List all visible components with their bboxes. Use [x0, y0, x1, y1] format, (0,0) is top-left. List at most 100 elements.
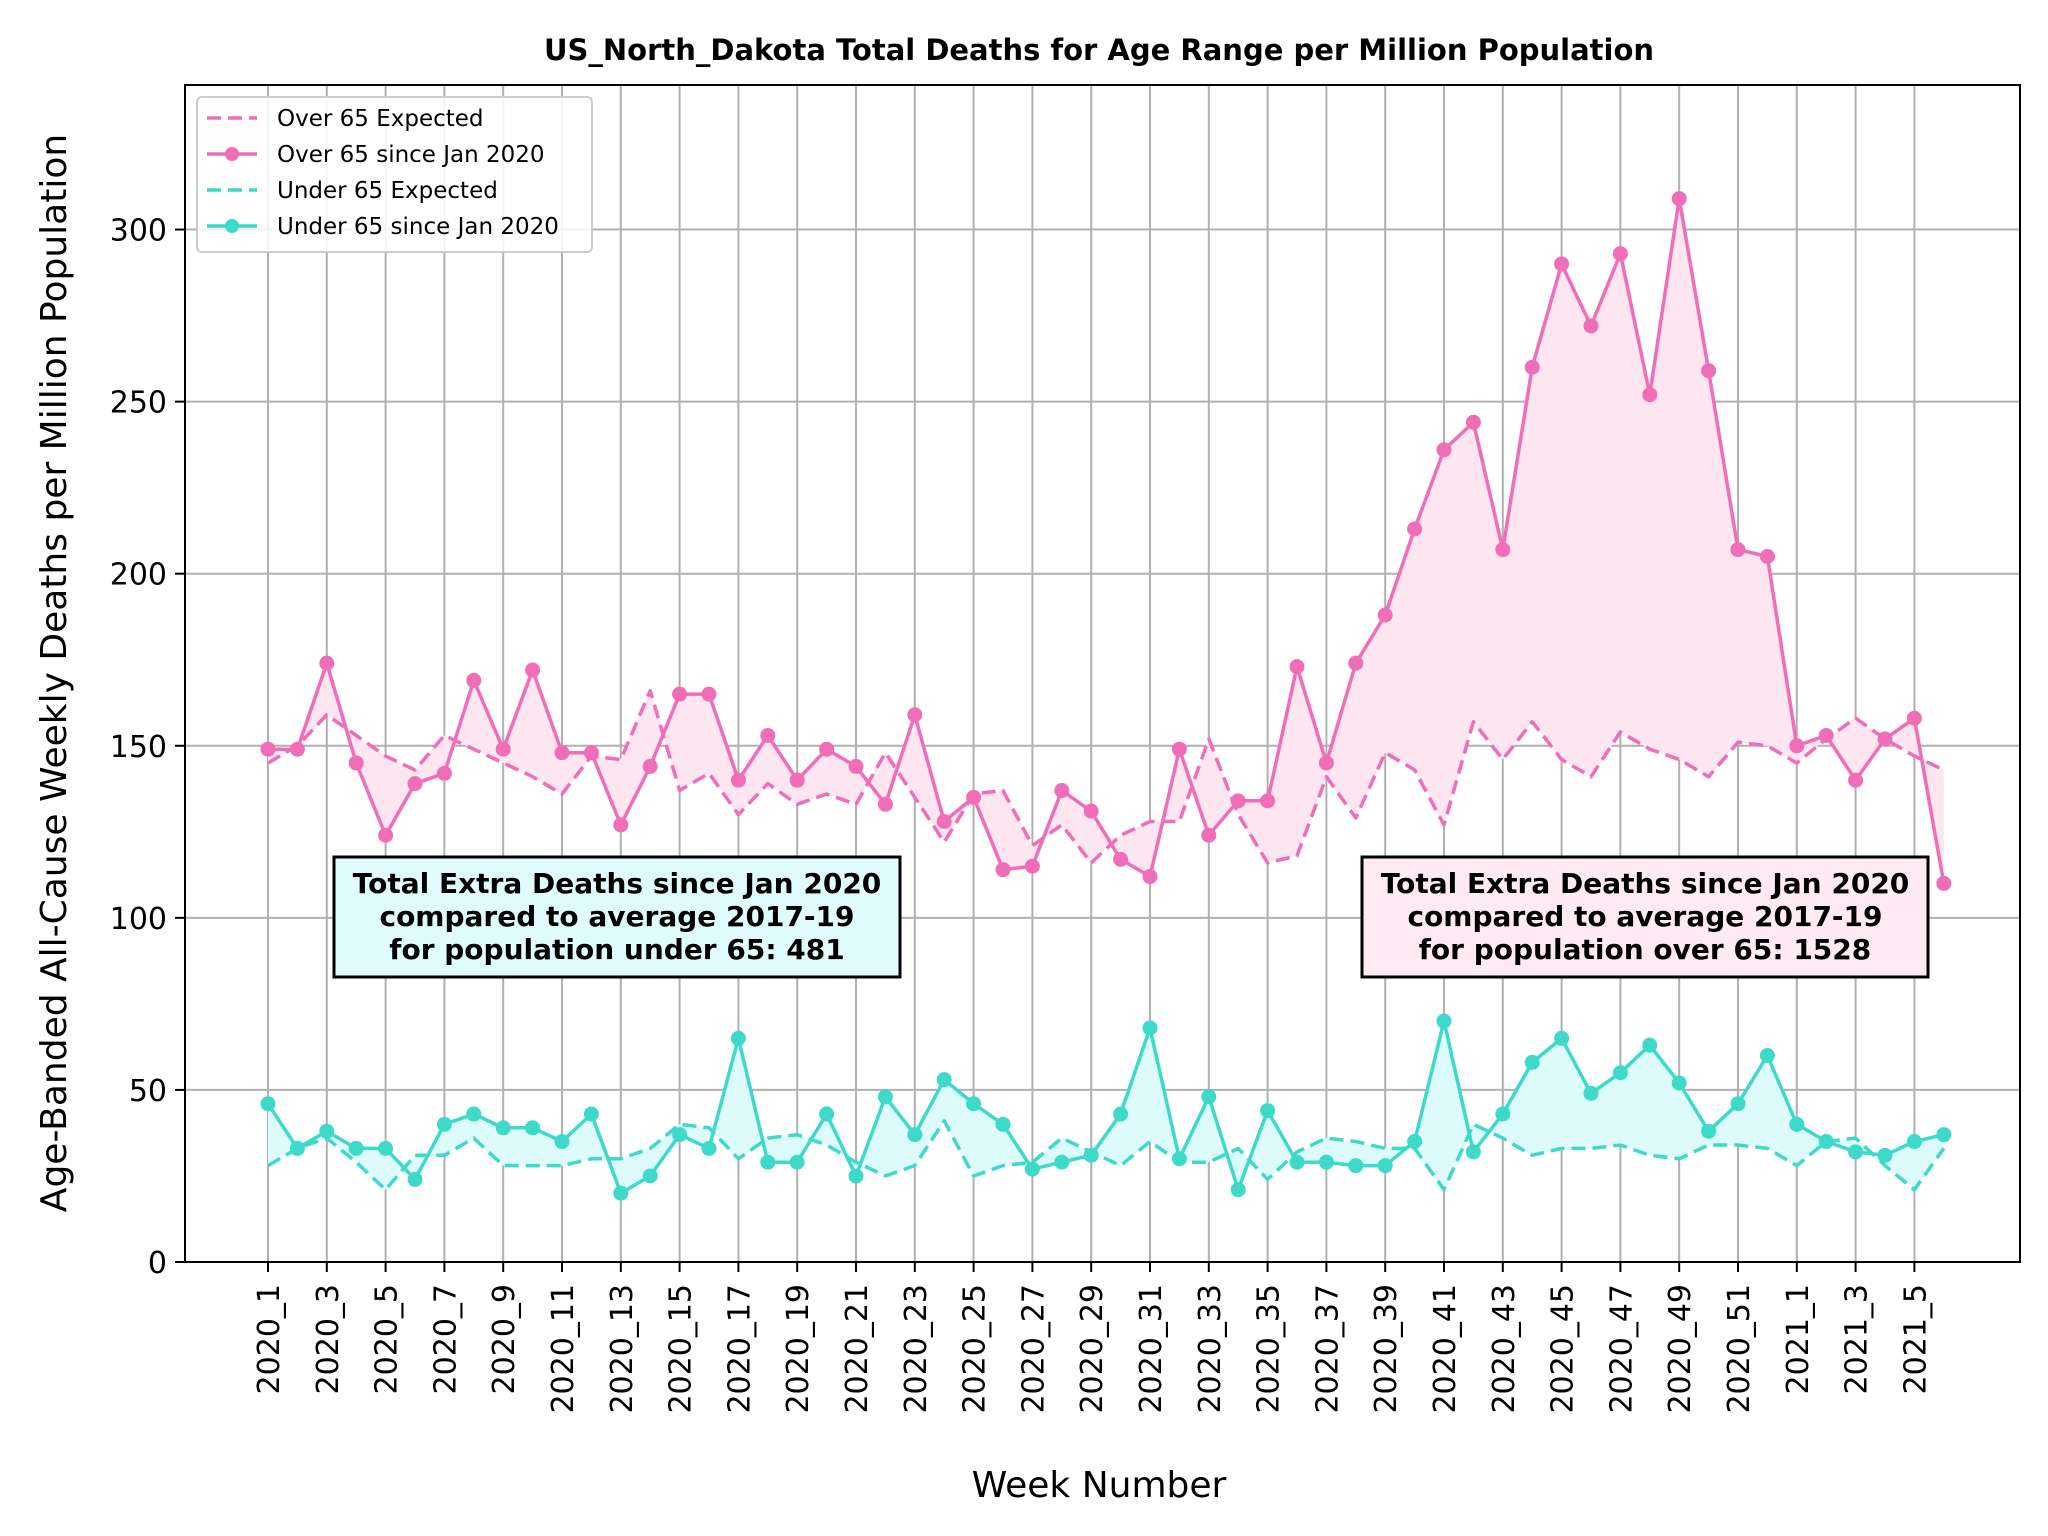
data-point — [1906, 1134, 1922, 1150]
data-point — [642, 758, 658, 774]
y-tick-label: 100 — [110, 902, 167, 937]
annotation-line: for population under 65: 481 — [389, 933, 844, 966]
y-axis-ticks: 0 50 100 150 200 250 300 — [110, 214, 185, 1281]
series-lines — [260, 191, 1952, 1201]
data-point — [1906, 710, 1922, 726]
data-point — [1612, 246, 1628, 262]
series-over-65-since-jan-2020 — [260, 191, 1952, 891]
series-under-65-expected — [267, 1119, 1946, 1192]
data-point — [1936, 875, 1952, 891]
data-point — [672, 686, 688, 702]
data-point — [1318, 755, 1334, 771]
data-point — [554, 1134, 570, 1150]
data-point — [1701, 1123, 1717, 1139]
legend-marker — [225, 147, 239, 161]
data-point — [907, 707, 923, 723]
plot-frame — [184, 84, 2021, 1263]
data-point — [1024, 858, 1040, 874]
data-point — [583, 1106, 599, 1122]
legend-label: Over 65 Expected — [277, 106, 484, 132]
data-point — [789, 772, 805, 788]
data-point — [1201, 827, 1217, 843]
data-point — [1348, 655, 1364, 671]
data-point — [1730, 1096, 1746, 1112]
series-line — [266, 1019, 1945, 1195]
data-point — [1407, 1134, 1423, 1150]
data-point — [936, 813, 952, 829]
data-point — [260, 1096, 276, 1112]
data-point — [1612, 1065, 1628, 1081]
data-point — [672, 1127, 688, 1143]
fill-areas — [268, 198, 1944, 1194]
data-point — [966, 789, 982, 805]
x-tick-label: 2021_1 — [1781, 1284, 1816, 1394]
x-tick-label: 2020_5 — [370, 1284, 405, 1394]
data-point — [1289, 1154, 1305, 1170]
data-point — [466, 672, 482, 688]
data-point — [1377, 607, 1393, 623]
x-tick-label: 2020_13 — [605, 1284, 640, 1414]
legend-label: Over 65 since Jan 2020 — [277, 142, 545, 168]
x-tick-label: 2020_41 — [1428, 1284, 1463, 1414]
data-point — [525, 1120, 541, 1136]
data-point — [1289, 659, 1305, 675]
data-point — [1730, 542, 1746, 558]
legend-marker — [225, 219, 239, 233]
data-point — [642, 1168, 658, 1184]
data-point — [319, 655, 335, 671]
data-point — [966, 1096, 982, 1112]
data-point — [613, 1185, 629, 1201]
data-point — [1642, 1037, 1658, 1053]
data-point — [1759, 1048, 1775, 1064]
y-tick-label: 0 — [148, 1246, 167, 1281]
data-point — [1230, 1182, 1246, 1198]
x-tick-label: 2020_39 — [1369, 1284, 1404, 1414]
x-tick-label: 2020_27 — [1016, 1284, 1051, 1414]
data-point — [1848, 1144, 1864, 1160]
x-tick-label: 2020_11 — [546, 1284, 581, 1414]
data-point — [1583, 318, 1599, 334]
x-tick-label: 2020_15 — [664, 1284, 699, 1414]
over-65-extra-deaths-box: Total Extra Deaths since Jan 2020compare… — [1360, 855, 1930, 979]
data-point — [495, 741, 511, 757]
data-point — [1171, 1151, 1187, 1167]
x-tick-label: 2020_43 — [1487, 1284, 1522, 1414]
annotation-line: Total Extra Deaths since Jan 2020 — [1381, 867, 1910, 900]
data-point — [1495, 1106, 1511, 1122]
series-line — [268, 196, 1946, 884]
annotation-frame — [332, 855, 902, 979]
data-point — [1142, 1020, 1158, 1036]
data-point — [1083, 803, 1099, 819]
data-point — [613, 817, 629, 833]
data-point — [319, 1123, 335, 1139]
data-point — [1642, 387, 1658, 403]
x-tick-label: 2020_25 — [958, 1284, 993, 1414]
x-tick-label: 2020_33 — [1193, 1284, 1228, 1414]
data-point — [1671, 1075, 1687, 1091]
data-point — [1554, 256, 1570, 272]
data-point — [1848, 772, 1864, 788]
data-point — [877, 796, 893, 812]
data-point — [877, 1089, 893, 1105]
x-tick-label: 2020_35 — [1252, 1284, 1287, 1414]
data-point — [936, 1072, 952, 1088]
x-tick-label: 2020_45 — [1546, 1284, 1581, 1414]
x-tick-label: 2020_7 — [428, 1284, 463, 1394]
y-tick-label: 250 — [110, 386, 167, 421]
x-tick-label: 2020_31 — [1134, 1284, 1169, 1414]
data-point — [1054, 1154, 1070, 1170]
data-point — [436, 765, 452, 781]
annotations: Total Extra Deaths since Jan 2020compare… — [332, 855, 1930, 979]
data-point — [378, 1140, 394, 1156]
x-tick-label: 2020_3 — [311, 1284, 346, 1394]
data-point — [260, 741, 276, 757]
data-point — [1759, 548, 1775, 564]
data-point — [760, 1154, 776, 1170]
legend-entry: Under 65 Expected — [207, 178, 498, 204]
legend-entry: Over 65 since Jan 2020 — [207, 142, 545, 168]
data-point — [1554, 1030, 1570, 1046]
legend-label: Under 65 since Jan 2020 — [277, 214, 559, 240]
x-tick-label: 2020_47 — [1604, 1284, 1639, 1414]
